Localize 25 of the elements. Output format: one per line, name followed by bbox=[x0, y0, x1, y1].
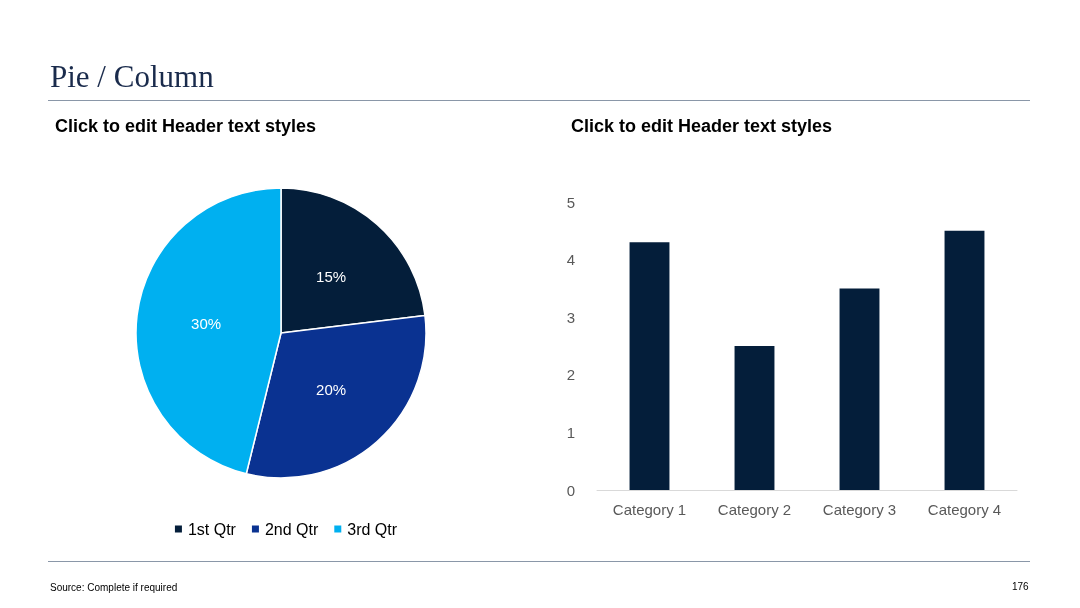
text: 176 bbox=[1012, 581, 1029, 593]
x-tick-label: Category 4 bbox=[927, 501, 1002, 518]
legend-label: 1st Qtr bbox=[187, 520, 237, 538]
data-label: 20% bbox=[316, 381, 347, 399]
bar bbox=[629, 242, 670, 490]
bar bbox=[734, 346, 775, 490]
y-tick-label: 4 bbox=[566, 251, 575, 269]
x-tick-label: Category 2 bbox=[717, 501, 792, 518]
chart-title: Click to edit Header text styles bbox=[571, 116, 833, 136]
data-label: 30% bbox=[191, 315, 222, 333]
x-tick-label: Category 3 bbox=[822, 501, 897, 518]
y-tick-label: 3 bbox=[566, 308, 575, 326]
y-tick-label: 0 bbox=[566, 481, 575, 499]
y-tick-label: 5 bbox=[566, 193, 575, 211]
text: Pie / Column bbox=[50, 58, 214, 96]
y-tick-label: 1 bbox=[566, 423, 575, 441]
bar bbox=[944, 230, 985, 490]
legend-label: 2nd Qtr bbox=[264, 520, 319, 538]
x-tick-label: Category 1 bbox=[612, 501, 687, 518]
legend-label: 3rd Qtr bbox=[347, 520, 398, 538]
data-label: 15% bbox=[316, 267, 347, 285]
y-tick-label: 2 bbox=[566, 366, 575, 384]
source-note: Source: Complete if required bbox=[50, 582, 178, 594]
bar bbox=[839, 288, 880, 490]
chart-title: Click to edit Header text styles bbox=[55, 116, 317, 136]
